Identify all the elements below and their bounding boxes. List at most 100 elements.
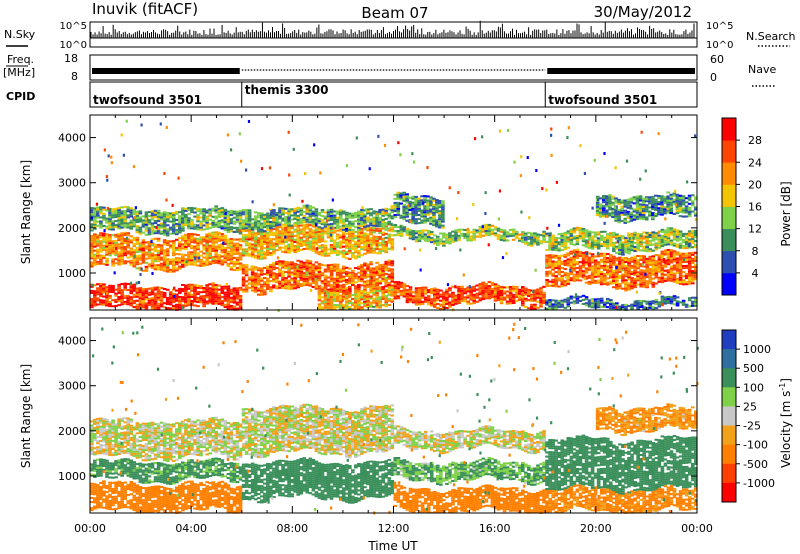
heatmap-cell	[351, 254, 355, 257]
heatmap-cell	[138, 293, 143, 296]
heatmap-cell	[220, 249, 225, 252]
heatmap-cell	[96, 248, 100, 251]
heatmap-cell	[126, 244, 131, 247]
heatmap-cell	[108, 220, 112, 223]
heatmap-cell	[211, 302, 216, 305]
heatmap-cell	[105, 225, 109, 228]
heatmap-cell	[241, 270, 246, 273]
heatmap-cell	[232, 295, 237, 298]
heatmap-cell	[184, 239, 188, 242]
heatmap-cell	[357, 243, 361, 246]
heatmap-cell	[147, 229, 152, 232]
heatmap-cell	[135, 212, 140, 215]
heatmap-cell	[323, 274, 328, 277]
heatmap-cell	[457, 238, 461, 241]
heatmap-cell	[150, 230, 155, 233]
heatmap-cell	[332, 269, 337, 272]
heatmap-cell	[542, 236, 546, 239]
heatmap-cell	[181, 237, 185, 240]
heatmap-cell	[357, 283, 361, 286]
heatmap-cell	[93, 296, 97, 299]
heatmap-cell	[102, 216, 106, 219]
heatmap-cell	[329, 246, 334, 249]
heatmap-cell	[432, 213, 436, 216]
heatmap-cell	[196, 242, 200, 245]
heatmap-cell	[156, 239, 161, 242]
heatmap-cell	[269, 248, 273, 251]
heatmap-cell	[147, 249, 152, 252]
heatmap-cell	[138, 258, 143, 261]
heatmap-cell	[329, 250, 334, 253]
heatmap-cell	[174, 305, 179, 308]
heatmap-cell	[341, 285, 346, 288]
heatmap-cell	[159, 214, 164, 217]
heatmap-cell	[338, 268, 343, 271]
heatmap-cell	[141, 219, 146, 222]
heatmap-cell	[548, 270, 552, 273]
heatmap-cell	[326, 264, 331, 267]
heatmap-cell	[153, 254, 158, 257]
heatmap-cell	[290, 273, 294, 276]
heatmap-cell	[150, 226, 155, 229]
heatmap-cell	[159, 250, 164, 253]
heatmap-cell	[205, 209, 209, 212]
heatmap-cell	[281, 272, 285, 275]
heatmap-cell	[99, 234, 103, 237]
heatmap-cell	[184, 288, 188, 291]
heatmap-cell	[344, 281, 349, 284]
heatmap-cell	[144, 213, 149, 216]
heatmap-cell	[178, 259, 182, 262]
heatmap-cell	[108, 238, 112, 241]
heatmap-cell	[366, 283, 370, 286]
heatmap-cell	[156, 292, 161, 295]
heatmap-cell	[123, 216, 128, 219]
heatmap-cell	[132, 287, 137, 290]
heatmap-cell	[259, 247, 264, 250]
heatmap-cell	[178, 241, 182, 244]
heatmap-cell	[372, 283, 376, 286]
heatmap-cell	[99, 212, 103, 215]
heatmap-cell	[223, 223, 228, 226]
heatmap-cell	[114, 250, 118, 253]
heatmap-cell	[199, 210, 203, 213]
heatmap-cell	[378, 264, 382, 267]
heatmap-cell	[363, 282, 367, 285]
heatmap-cell	[199, 262, 203, 265]
heatmap-cell	[141, 257, 146, 260]
heatmap-cell	[159, 303, 164, 306]
heatmap-cell	[135, 305, 140, 308]
heatmap-cell	[317, 277, 322, 280]
heatmap-cell	[168, 291, 173, 294]
heatmap-cell	[205, 251, 209, 254]
heatmap-cell	[335, 269, 340, 272]
heatmap-cell	[190, 232, 194, 235]
heatmap-cell	[108, 236, 112, 239]
heatmap-cell	[387, 283, 392, 286]
heatmap-cell	[332, 243, 337, 246]
heatmap-cell	[138, 226, 143, 229]
heatmap-cell	[123, 284, 128, 287]
heatmap-cell	[223, 257, 228, 260]
heatmap-cell	[341, 255, 346, 258]
heatmap-cell	[220, 296, 225, 299]
heatmap-cell	[375, 280, 379, 283]
heatmap-cell	[126, 246, 131, 249]
heatmap-cell	[162, 219, 167, 222]
heatmap-cell	[138, 250, 143, 253]
heatmap-cell	[357, 237, 361, 240]
heatmap-cell	[120, 212, 124, 215]
heatmap-cell	[153, 306, 158, 309]
heatmap-cell	[296, 235, 301, 238]
heatmap-cell	[111, 289, 115, 292]
station-title: Inuvik (fitACF)	[92, 0, 198, 18]
heatmap-cell	[153, 258, 158, 261]
heatmap-cell	[123, 294, 128, 297]
heatmap-cell	[156, 230, 161, 233]
heatmap-cell	[153, 264, 158, 267]
heatmap-cell	[108, 233, 112, 237]
heatmap-cell	[311, 269, 316, 272]
heatmap-cell	[645, 286, 650, 289]
heatmap-cell	[262, 240, 267, 243]
heatmap-cell	[253, 242, 258, 245]
heatmap-cell	[256, 253, 261, 256]
